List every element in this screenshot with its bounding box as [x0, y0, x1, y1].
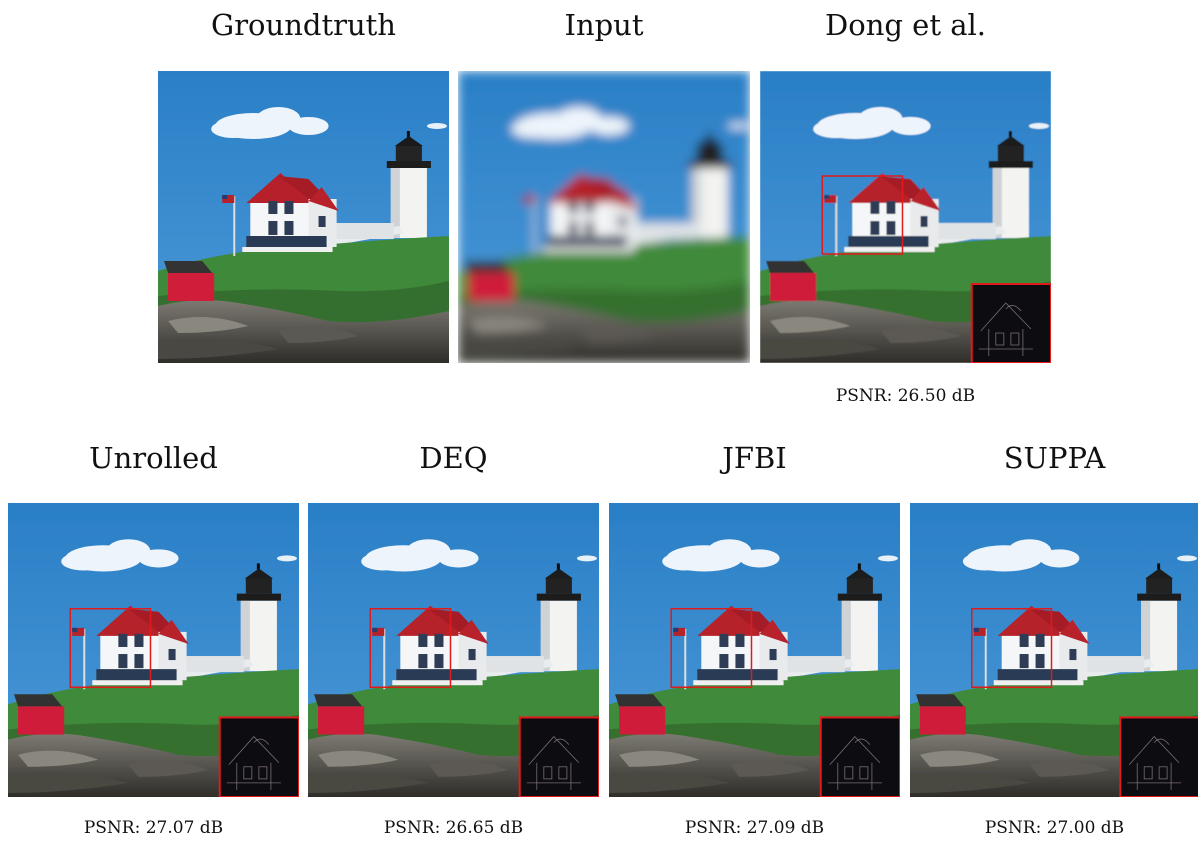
- psnr-unrolled: PSNR: 27.07 dB: [83, 818, 224, 838]
- zoom-inset: [1119, 716, 1198, 797]
- cloud: [662, 539, 780, 572]
- shed: [915, 694, 966, 735]
- psnr-jfbi: PSNR: 27.09 dB: [684, 818, 825, 838]
- panel-title-groundtruth: Groundtruth: [211, 8, 396, 42]
- shed: [464, 261, 515, 301]
- house: [993, 605, 1090, 686]
- lighthouse: [536, 563, 581, 672]
- panel-title-suppa: SUPPA: [1003, 441, 1106, 475]
- cloud: [361, 539, 479, 572]
- house: [693, 605, 790, 686]
- flag: [673, 627, 687, 690]
- image-input: [458, 71, 750, 363]
- image-groundtruth: [158, 71, 449, 363]
- cloud: [61, 539, 179, 572]
- house: [392, 605, 489, 686]
- panel-title-dong: Dong et al.: [825, 8, 986, 42]
- highlight-box: [971, 607, 1053, 689]
- psnr-deq: PSNR: 26.65 dB: [383, 818, 524, 838]
- lighthouse: [837, 563, 882, 672]
- panel-title-jfbi: JFBI: [722, 441, 787, 475]
- psnr-suppa: PSNR: 27.00 dB: [984, 818, 1125, 838]
- flag: [973, 627, 987, 690]
- cloud: [211, 107, 329, 139]
- lighthouse: [386, 131, 431, 238]
- lighthouse: [1137, 563, 1182, 672]
- house: [92, 605, 189, 686]
- image-dong: [760, 71, 1051, 363]
- shed: [615, 694, 666, 735]
- shed: [164, 261, 215, 301]
- flag: [522, 195, 536, 256]
- house: [242, 173, 339, 252]
- lighthouse: [988, 131, 1033, 238]
- lighthouse: [236, 563, 281, 672]
- image-unrolled: [8, 503, 299, 797]
- lighthouse: [687, 131, 732, 238]
- panel-title-unrolled: Unrolled: [89, 441, 218, 475]
- flag: [72, 627, 86, 690]
- cloud: [813, 107, 931, 139]
- highlight-box: [369, 607, 452, 689]
- shed: [314, 694, 365, 735]
- psnr-dong: PSNR: 26.50 dB: [835, 386, 976, 406]
- zoom-inset: [218, 716, 299, 797]
- image-jfbi: [609, 503, 900, 797]
- panel-title-deq: DEQ: [419, 441, 488, 475]
- house: [542, 173, 640, 252]
- highlight-box: [69, 607, 152, 689]
- zoom-inset: [970, 283, 1051, 363]
- image-suppa: [910, 503, 1198, 797]
- highlight-box: [821, 175, 904, 255]
- image-deq: [308, 503, 599, 797]
- shed: [766, 261, 817, 301]
- flag: [222, 195, 236, 256]
- house: [844, 173, 941, 252]
- highlight-box: [670, 607, 753, 689]
- flag: [372, 627, 386, 690]
- cloud: [511, 107, 630, 139]
- shed: [14, 694, 65, 735]
- flag: [824, 195, 838, 256]
- zoom-inset: [518, 716, 599, 797]
- cloud: [962, 539, 1080, 572]
- zoom-inset: [819, 716, 900, 797]
- panel-title-input: Input: [564, 8, 644, 42]
